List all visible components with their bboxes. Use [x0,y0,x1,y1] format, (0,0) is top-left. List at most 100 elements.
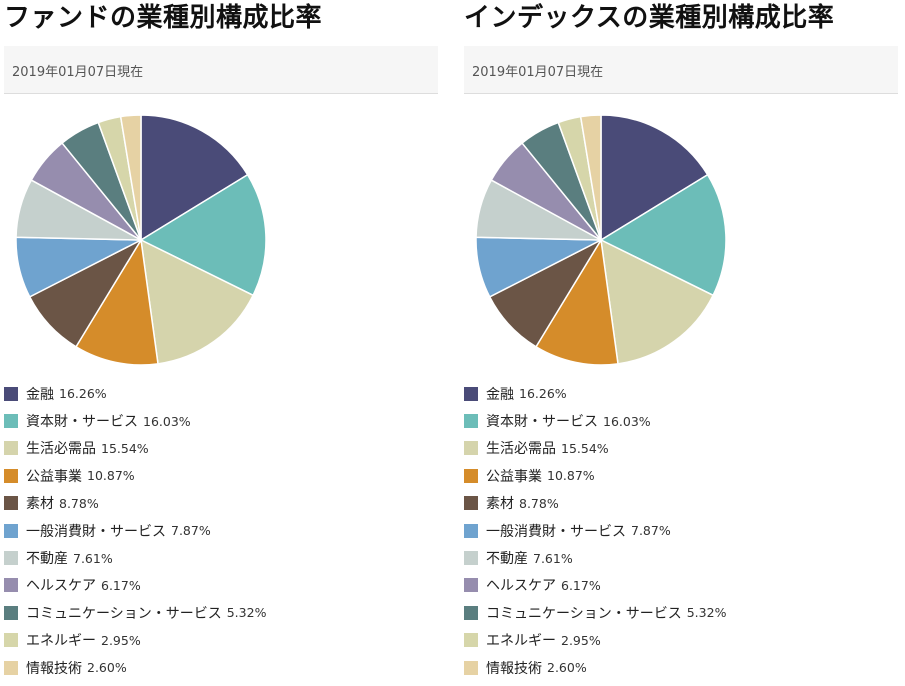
legend-value: 2.60% [87,660,127,676]
legend-item: 不動産 7.61% [4,544,434,571]
pie-slice-2 [600,174,727,297]
legend-item: 資本財・サービス 16.03% [4,407,434,434]
legend-item: ヘルスケア 6.17% [4,572,434,599]
legend-item: 公益事業 10.87% [4,462,434,489]
fund-date-text: 2019年01月07日現在 [12,65,144,80]
legend-swatch [464,441,478,456]
legend-swatch [4,605,18,620]
legend-swatch [4,496,18,511]
legend-item: 素材 8.78% [4,490,434,517]
legend-item: エネルギー 2.95% [4,627,434,654]
legend-label: コミュニケーション・サービス [486,605,682,622]
legend-label: 情報技術 [486,660,542,677]
legend-value: 7.87% [171,523,211,539]
legend-swatch [4,660,18,675]
legend-swatch [4,633,18,648]
legend-label: 公益事業 [486,468,542,485]
legend-swatch [4,523,18,538]
legend-value: 7.61% [533,550,573,566]
legend-swatch [464,633,478,648]
legend-swatch [464,496,478,511]
pie-slice-3 [140,239,254,365]
legend-label: 金融 [486,386,514,403]
legend-swatch [4,468,18,483]
legend-label: 素材 [26,496,54,513]
pie-slice-11 [119,114,142,241]
pie-slice-2 [140,174,267,297]
legend-swatch [4,414,18,429]
pie-slice-11 [579,114,602,241]
legend-swatch [464,414,478,429]
legend-item: コミュニケーション・サービス 5.32% [4,599,434,626]
legend-value: 5.32% [686,605,727,621]
index-pie-chart [475,114,727,366]
legend-swatch [4,386,18,401]
legend-item: 資本財・サービス 16.03% [464,407,894,434]
legend-item: 情報技術 2.60% [4,654,434,681]
legend-label: 不動産 [486,551,528,568]
legend-label: ヘルスケア [26,578,96,595]
legend-swatch [4,551,18,566]
legend-value: 2.95% [101,632,141,648]
legend-label: 情報技術 [26,660,82,677]
legend-item: 一般消費財・サービス 7.87% [4,517,434,544]
fund-pie-chart [15,114,267,366]
pie-slice-1 [140,114,249,241]
index-date-bar: 2019年01月07日現在 [464,46,898,94]
legend-item: 情報技術 2.60% [464,654,894,681]
legend-swatch [464,605,478,620]
legend-value: 8.78% [519,495,559,511]
legend-label: コミュニケーション・サービス [26,605,222,622]
legend-label: 生活必需品 [486,441,556,458]
legend-item: 生活必需品 15.54% [464,435,894,462]
legend-value: 16.03% [603,413,651,429]
fund-chart-title: ファンドの業種別構成比率 [4,3,323,33]
legend-item: 金融 16.26% [464,380,894,407]
legend-swatch [464,523,478,538]
legend-value: 15.54% [561,440,609,456]
index-date-text: 2019年01月07日現在 [472,65,604,80]
legend-value: 7.61% [73,550,113,566]
legend-swatch [464,468,478,483]
legend-value: 16.03% [143,413,191,429]
index-legend: 金融 16.26% 資本財・サービス 16.03% 生活必需品 15.54% 公益事業 10.… [464,380,894,681]
legend-item: 一般消費財・サービス 7.87% [464,517,894,544]
legend-swatch [4,441,18,456]
legend-label: 資本財・サービス [486,414,598,431]
legend-value: 5.32% [226,605,267,621]
legend-label: 素材 [486,496,514,513]
legend-value: 2.60% [547,660,587,676]
legend-value: 15.54% [101,440,149,456]
legend-value: 10.87% [547,468,595,484]
legend-value: 7.87% [631,523,671,539]
fund-sector-panel: ファンドの業種別構成比率 2019年01月07日現在 金融 16.26% 資本財・サ… [4,0,440,686]
legend-item: 生活必需品 15.54% [4,435,434,462]
legend-item: エネルギー 2.95% [464,627,894,654]
legend-swatch [464,660,478,675]
pie-slice-4 [75,239,159,366]
legend-label: 一般消費財・サービス [486,523,626,540]
legend-value: 8.78% [59,495,99,511]
legend-swatch [4,578,18,593]
legend-label: ヘルスケア [486,578,556,595]
legend-item: 金融 16.26% [4,380,434,407]
legend-swatch [464,551,478,566]
index-sector-panel: インデックスの業種別構成比率 2019年01月07日現在 金融 16.26% 資本財… [464,0,900,686]
legend-value: 6.17% [561,577,601,593]
fund-date-bar: 2019年01月07日現在 [4,46,438,94]
legend-swatch [464,386,478,401]
legend-label: 生活必需品 [26,441,96,458]
pie-slice-4 [535,239,619,366]
index-chart-title: インデックスの業種別構成比率 [464,3,835,33]
legend-item: 素材 8.78% [464,490,894,517]
legend-item: ヘルスケア 6.17% [464,572,894,599]
legend-label: 不動産 [26,551,68,568]
pie-slice-1 [600,114,709,241]
legend-label: 公益事業 [26,468,82,485]
legend-value: 16.26% [59,386,107,402]
legend-swatch [464,578,478,593]
pie-slice-3 [600,239,714,365]
legend-label: 金融 [26,386,54,403]
legend-item: 不動産 7.61% [464,544,894,571]
legend-label: エネルギー [486,633,556,650]
